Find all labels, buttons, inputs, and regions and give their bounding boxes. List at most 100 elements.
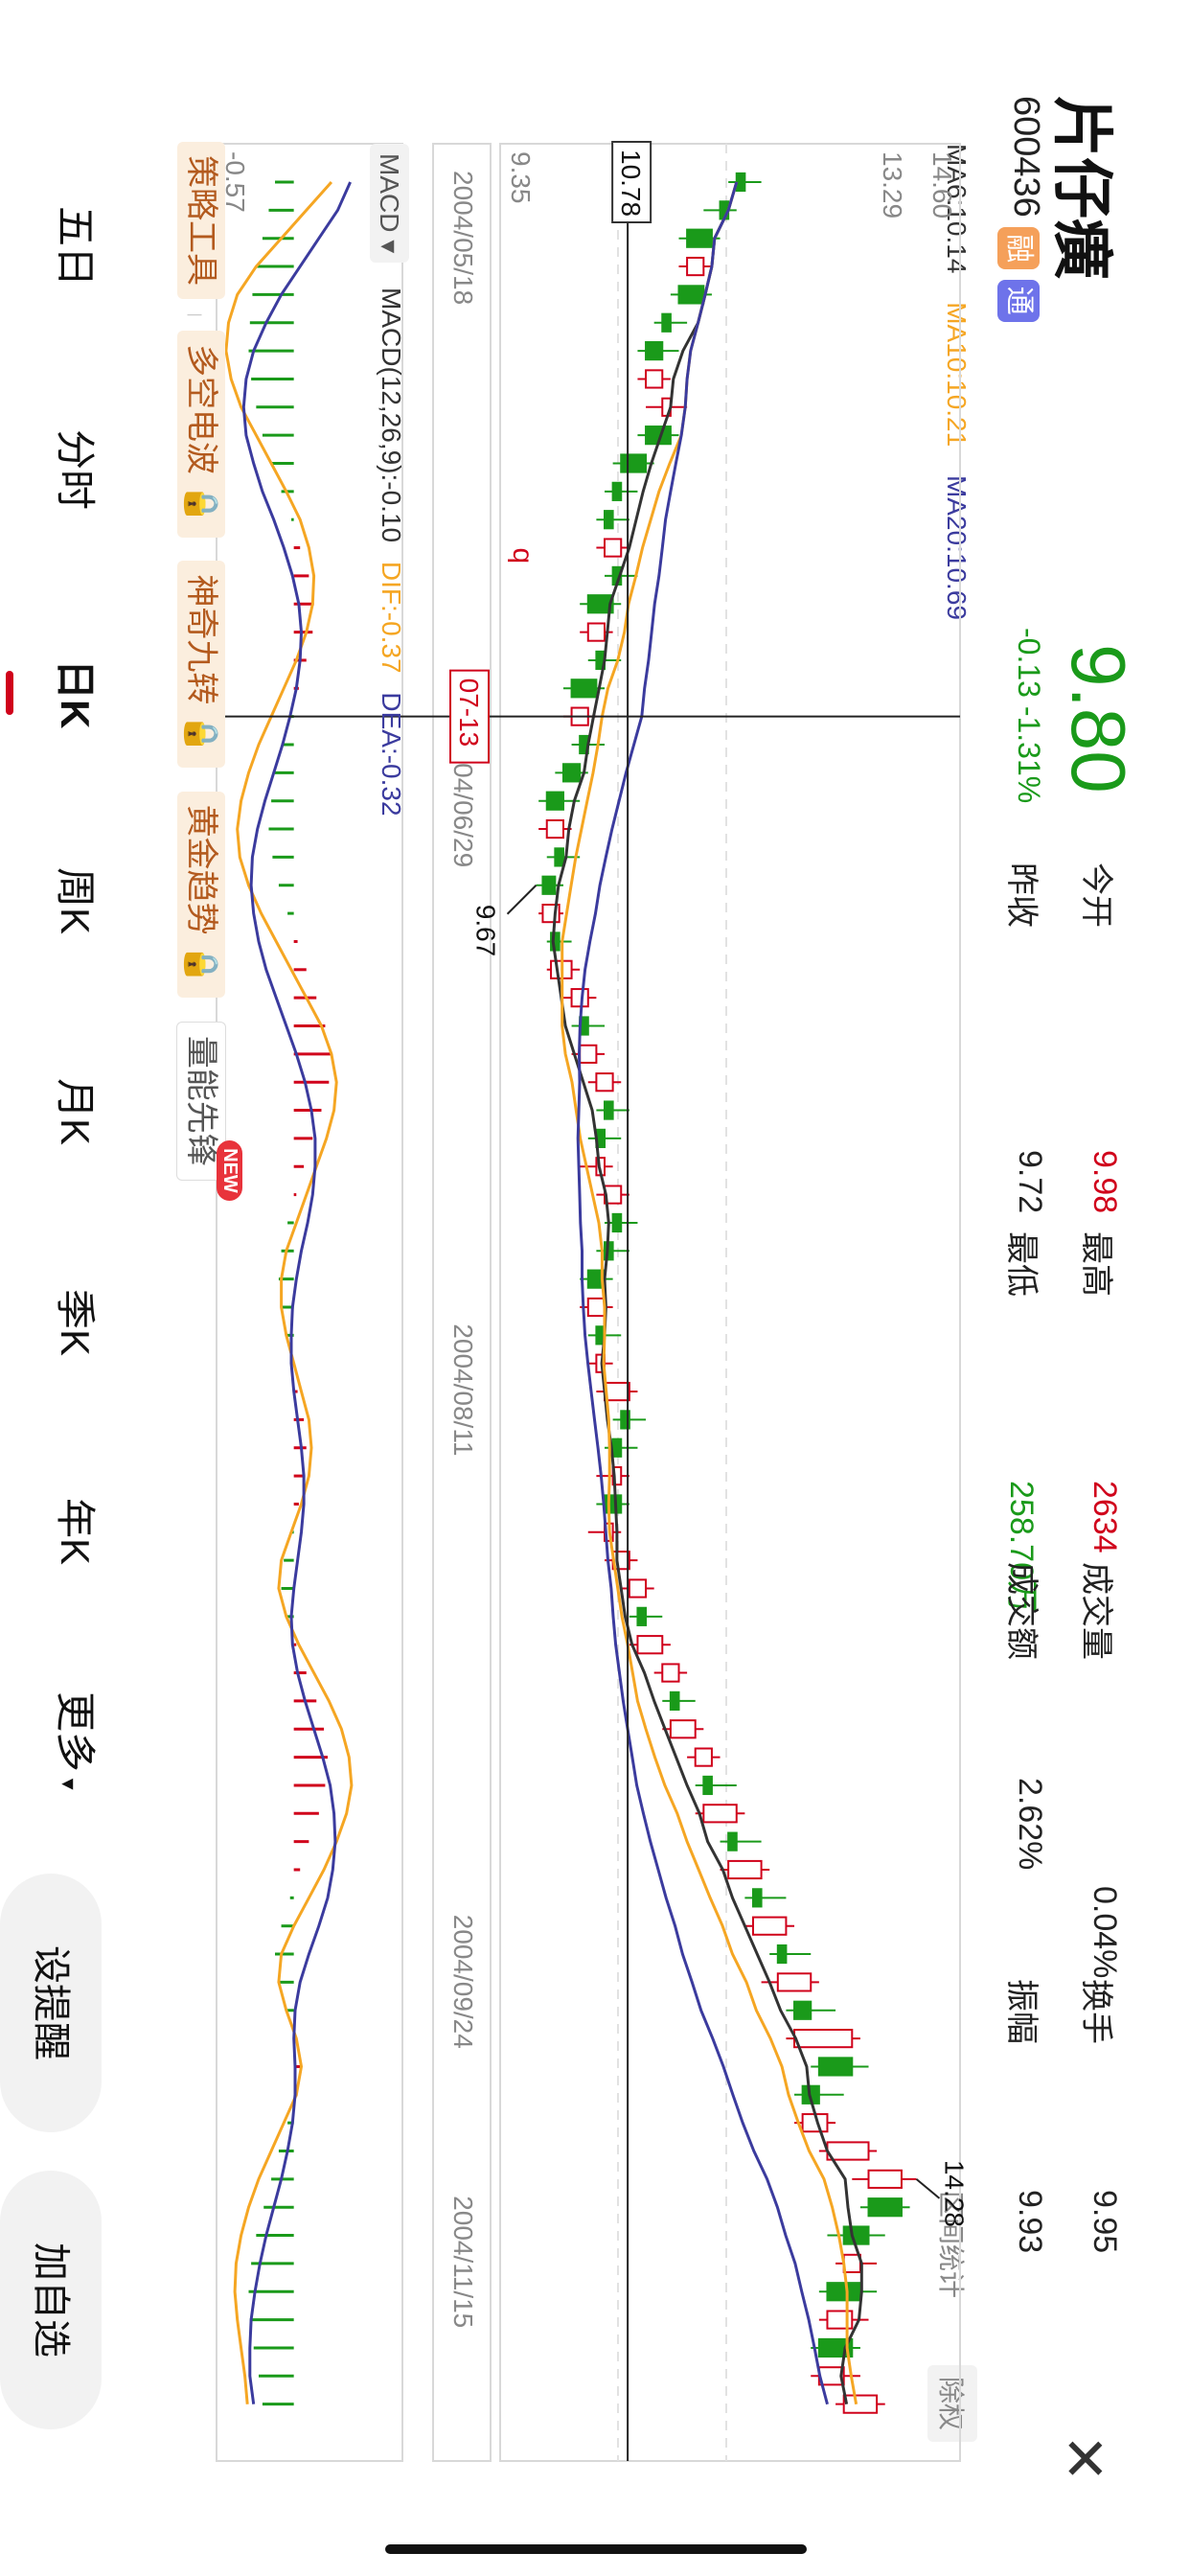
candle: [818, 2282, 878, 2302]
candle-body: [793, 2029, 854, 2049]
candle: [605, 481, 638, 501]
strategy-tools[interactable]: 策略工具: [177, 142, 225, 299]
date-tick-label: 2004/11/15: [448, 2196, 478, 2328]
candle-body: [604, 1494, 623, 1514]
add-watchlist-button[interactable]: 加自选: [0, 2171, 102, 2429]
tab-yearly-k[interactable]: 年K: [53, 1498, 98, 1566]
candle-body: [570, 988, 589, 1008]
candle-body: [817, 2057, 854, 2077]
candle: [587, 1072, 622, 1092]
tab-monthly-k[interactable]: 月K: [53, 1078, 98, 1146]
candle: [859, 2197, 910, 2218]
ma20-line: [576, 181, 829, 2405]
candle: [562, 988, 597, 1008]
candle: [637, 369, 671, 389]
candle: [621, 1578, 654, 1598]
candle-body: [628, 1578, 648, 1598]
candle-body: [842, 2394, 879, 2414]
candle-body: [570, 678, 598, 699]
candle-body: [702, 1775, 713, 1796]
tab-quarterly-k[interactable]: 季K: [53, 1289, 98, 1357]
candle-body: [586, 594, 614, 614]
candle-body: [611, 1212, 623, 1233]
candle-body: [586, 622, 606, 642]
dif-value: DIF:-0.37: [377, 561, 406, 674]
candle: [720, 1859, 770, 1880]
candle-body: [620, 453, 648, 473]
new-badge: NEW: [217, 1140, 242, 1201]
candle: [835, 2394, 885, 2414]
candle-body: [545, 818, 564, 840]
ma10-line: [561, 181, 858, 2404]
price-tick-label: 13.29: [878, 151, 907, 218]
candle-body: [604, 510, 614, 530]
candle: [538, 904, 563, 924]
crosshair-price-box: [611, 141, 652, 223]
tool-volume-pioneer[interactable]: 量能先锋 NEW: [176, 1021, 242, 1201]
dea-line: [241, 181, 352, 2404]
candle: [662, 1690, 696, 1711]
candle-body: [561, 763, 582, 783]
candle: [818, 2310, 869, 2330]
candle-body: [645, 341, 664, 361]
candle-body: [842, 2225, 870, 2245]
candle-body: [727, 1859, 763, 1880]
date-tick-label: 2004/09/24: [448, 1915, 478, 2049]
candle-body: [661, 1663, 680, 1683]
candle-body: [595, 1072, 614, 1092]
tab-more[interactable]: 更多 ▾: [53, 1691, 98, 1790]
candle: [571, 1044, 606, 1064]
candle-body: [604, 538, 623, 558]
candle: [555, 763, 588, 783]
macd-value: MACD(12,26,9):-0.10: [377, 288, 406, 543]
tool-duokong[interactable]: 多空电波 🔒: [177, 331, 225, 538]
candle-body: [842, 2253, 861, 2273]
macd-selector[interactable]: MACD ▾: [370, 144, 409, 264]
tab-daily-k[interactable]: 日K: [53, 659, 98, 729]
candle-body: [579, 1044, 598, 1064]
candle-body: [751, 1888, 763, 1908]
tools-row: 策略工具 | 多空电波 🔒 神奇九转 🔒 黄金趋势 🔒 量能先锋 NEW: [176, 142, 242, 1201]
candle-body: [776, 1944, 788, 1965]
candle: [596, 510, 629, 530]
tab-five-day[interactable]: 五日: [53, 206, 98, 288]
dea-value: DEA:-0.32: [377, 692, 406, 816]
candle-body: [867, 2169, 903, 2189]
candle-body: [694, 1747, 713, 1767]
candle: [596, 1184, 629, 1205]
tab-weekly-k[interactable]: 周K: [53, 867, 98, 935]
tool-huangjin[interactable]: 黄金趋势 🔒: [177, 791, 225, 999]
macd-panel-frame: [216, 143, 403, 2462]
candle: [720, 1831, 762, 1852]
candle-body: [793, 2000, 812, 2020]
candle-body: [545, 791, 564, 811]
marker-annotation: q: [507, 548, 538, 564]
tool-jiuzhuan[interactable]: 神奇九转 🔒: [177, 561, 225, 769]
candle-body: [661, 312, 672, 333]
candle: [769, 1944, 812, 1965]
candle: [587, 1128, 622, 1148]
candle: [695, 1775, 737, 1796]
crosshair-price-label: 10.78: [616, 150, 646, 217]
candle-body: [554, 847, 564, 867]
candle: [852, 2169, 917, 2189]
set-alert-button[interactable]: 设提醒: [0, 1874, 102, 2132]
active-tab-indicator: [6, 671, 13, 715]
macd-legend: MACD(12,26,9):-0.10 DIF:-0.37 DEA:-0.32: [376, 288, 406, 816]
candle: [571, 1016, 606, 1036]
candle: [646, 397, 688, 417]
candle-body: [686, 256, 705, 277]
candle-body: [541, 875, 557, 895]
date-axis-frame: [432, 143, 492, 2462]
tab-intraday[interactable]: 分时: [53, 429, 98, 511]
candle: [580, 622, 613, 642]
price-panel-frame: [499, 143, 961, 2462]
candle-body: [751, 1916, 788, 1936]
candle-body: [826, 2141, 870, 2161]
candle-body: [677, 285, 705, 305]
candle: [596, 1494, 629, 1514]
high-leader: [915, 2178, 941, 2199]
candle: [596, 1100, 629, 1120]
